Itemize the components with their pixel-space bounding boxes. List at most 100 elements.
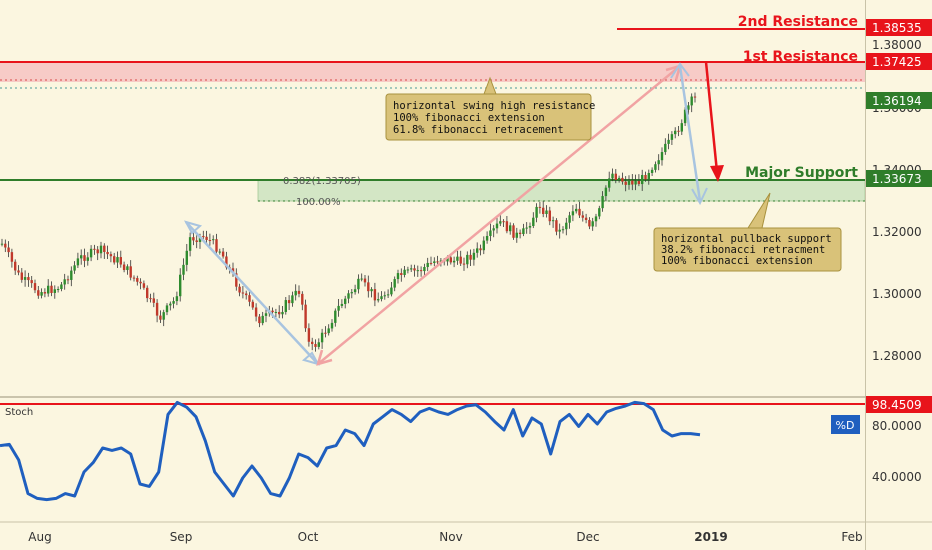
candle-body	[37, 290, 40, 296]
candle-body	[182, 264, 185, 275]
candle-body	[525, 227, 528, 229]
candle-body	[99, 245, 103, 254]
candle-body	[294, 290, 297, 296]
candle-body	[499, 221, 502, 224]
candle-body	[683, 109, 687, 124]
candle-body	[647, 172, 650, 180]
candle-body	[109, 254, 113, 257]
candle-body	[350, 292, 353, 294]
candle-body	[548, 210, 551, 222]
candle-body	[86, 257, 89, 261]
current-price-tag	[866, 92, 932, 109]
candle-body	[456, 256, 459, 261]
candle-body	[195, 240, 198, 243]
candle-body	[47, 285, 50, 294]
time-label-nov: Nov	[439, 530, 462, 544]
candle-body	[634, 180, 637, 185]
candle-body	[261, 315, 264, 324]
candle-body	[522, 228, 525, 235]
candle-body	[515, 232, 518, 238]
candle-body	[0, 243, 4, 245]
candle-body	[469, 254, 472, 260]
candle-body	[426, 262, 429, 268]
candle-body	[20, 272, 23, 280]
candle-body	[116, 257, 119, 263]
candle-body	[429, 262, 433, 264]
candle-body	[485, 235, 489, 241]
candle-body	[218, 251, 221, 253]
first-resistance-label: 1st Resistance	[743, 49, 858, 65]
candle-body	[482, 240, 485, 251]
candle-body	[621, 177, 624, 182]
candle-body	[396, 273, 400, 280]
candle-body	[505, 221, 509, 232]
candle-body	[575, 208, 578, 212]
candle-body	[466, 254, 469, 265]
candle-body	[83, 255, 86, 261]
candle-body	[604, 187, 608, 197]
candle-body	[492, 228, 495, 231]
stoch-legend-label: %D	[836, 419, 855, 432]
candle-body	[142, 283, 146, 288]
candle-body	[175, 296, 179, 302]
candle-body	[14, 261, 17, 271]
candle-body	[66, 279, 70, 281]
candle-body	[373, 289, 377, 301]
stoch-tick-40: 40.0000	[872, 470, 922, 484]
candle-body	[581, 215, 584, 218]
candle-body	[677, 130, 680, 132]
time-label-2019: 2019	[694, 530, 727, 544]
candle-body	[248, 295, 251, 302]
candle-body	[674, 130, 677, 135]
candle-body	[608, 178, 611, 188]
support-annotation-line-1: horizontal pullback support	[661, 233, 832, 245]
candle-body	[287, 300, 291, 304]
candle-body	[664, 143, 667, 153]
price-tick-3: 1.32000	[872, 225, 922, 239]
candle-body	[122, 264, 126, 271]
candle-body	[390, 287, 393, 295]
candle-body	[301, 293, 304, 305]
candle-body	[324, 332, 327, 334]
candle-body	[30, 280, 33, 284]
candle-body	[241, 292, 245, 294]
stoch-title: Stoch	[5, 407, 33, 418]
candle-body	[284, 300, 287, 312]
candle-body	[63, 279, 66, 285]
candle-body	[353, 289, 357, 293]
candle-body	[73, 265, 76, 271]
candle-body	[317, 342, 320, 347]
candle-body	[532, 217, 535, 226]
candle-body	[113, 256, 116, 263]
candle-body	[690, 96, 693, 106]
candle-body	[7, 247, 10, 253]
candle-body	[386, 294, 390, 296]
second-resistance-tag	[866, 19, 932, 36]
candle-body	[93, 248, 96, 250]
candle-body	[459, 256, 462, 264]
price-tick-6: 1.38000	[872, 38, 922, 52]
candle-body	[617, 177, 621, 180]
candle-body	[60, 284, 63, 290]
candle-body	[89, 248, 93, 258]
stoch-d-line	[0, 400, 701, 502]
candle-body	[212, 239, 215, 241]
candle-body	[139, 281, 142, 284]
candle-body	[291, 295, 294, 304]
candle-body	[357, 278, 360, 290]
candle-body	[367, 282, 370, 292]
candle-body	[327, 328, 330, 334]
candle-body	[660, 152, 664, 161]
candle-body	[278, 311, 281, 315]
candle-body	[297, 290, 301, 294]
candle-body	[33, 283, 37, 291]
candle-body	[436, 261, 439, 263]
candle-body	[132, 277, 136, 279]
candle-body	[693, 96, 697, 98]
second-resistance-label: 2nd Resistance	[738, 14, 858, 30]
support-annotation: horizontal pullback support 38.2% fibona…	[653, 192, 842, 272]
candle-body	[126, 266, 129, 271]
candle-body	[251, 301, 254, 308]
candle-body	[542, 207, 545, 215]
